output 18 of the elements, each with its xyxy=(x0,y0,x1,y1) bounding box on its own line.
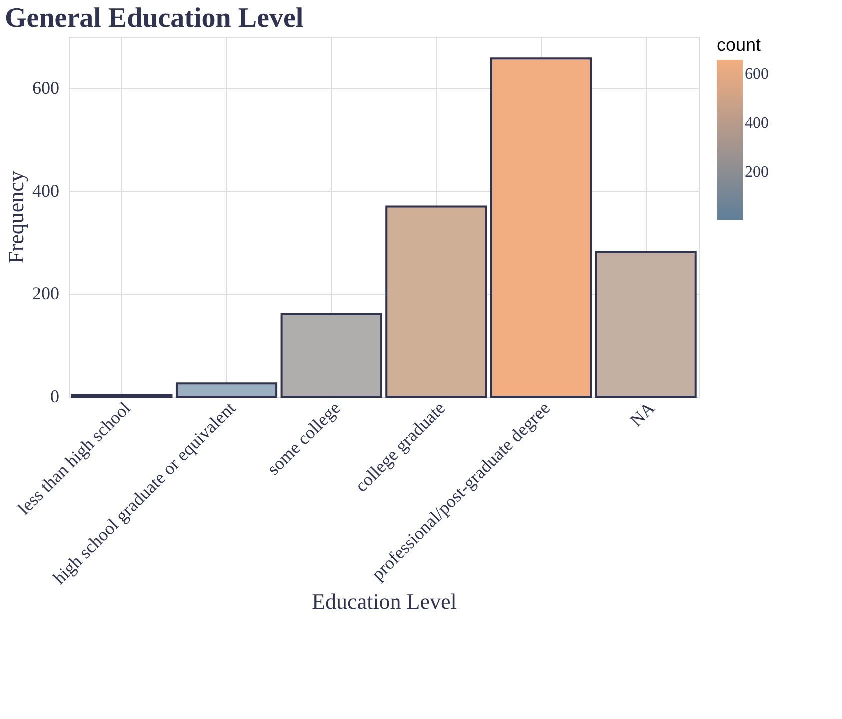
bar xyxy=(386,206,488,398)
y-tick-label: 0 xyxy=(50,386,60,406)
x-tick-label: NA xyxy=(626,398,659,431)
bar xyxy=(176,382,278,398)
chart-title: General Education Level xyxy=(5,3,304,34)
y-tick-label: 200 xyxy=(32,284,60,304)
bar xyxy=(595,250,697,398)
color-bar-label: 200 xyxy=(745,164,769,182)
color-bar-label: 400 xyxy=(745,115,769,132)
bar xyxy=(490,58,592,398)
y-tick-label: 600 xyxy=(32,78,60,98)
x-axis-title: Education Level xyxy=(312,589,457,614)
bar xyxy=(280,313,382,398)
color-bar-label: 600 xyxy=(745,66,769,84)
bar xyxy=(71,394,173,398)
color-bar-title: count xyxy=(717,35,762,55)
y-tick-label: 400 xyxy=(32,180,60,201)
y-axis-title: Frequency xyxy=(4,171,28,264)
